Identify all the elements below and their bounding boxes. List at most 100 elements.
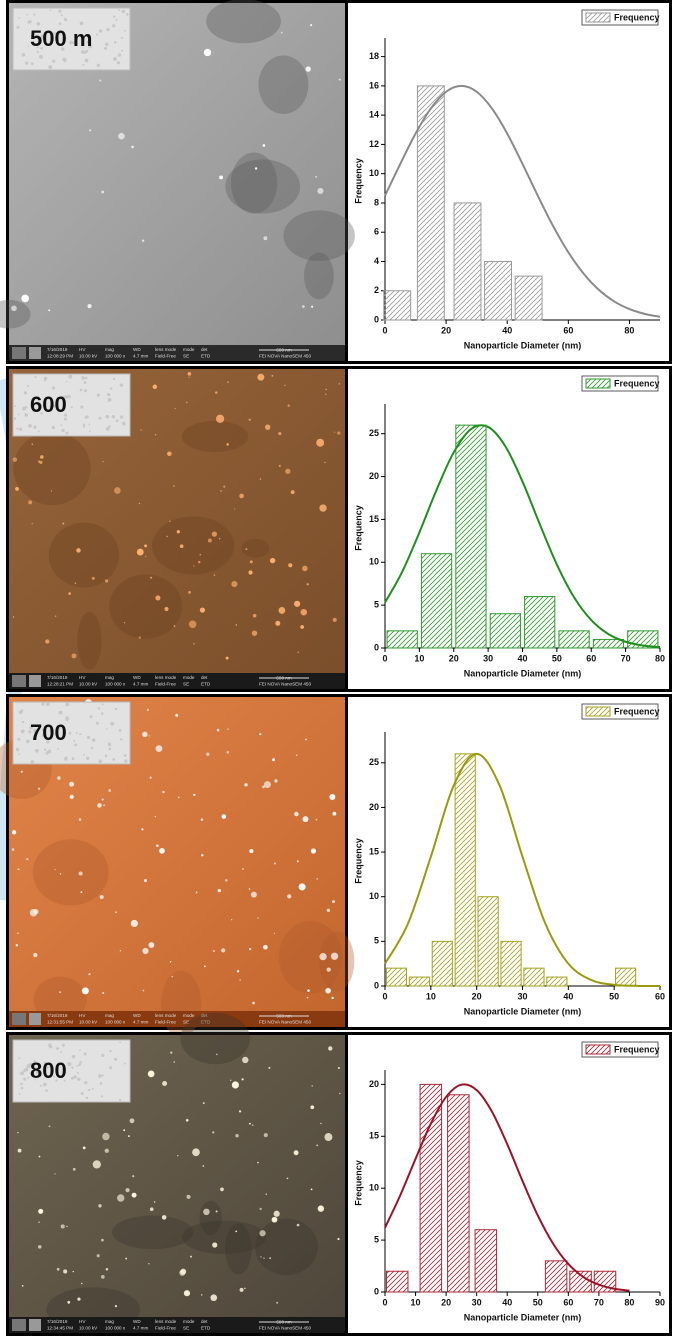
sem-shadow xyxy=(33,976,87,1023)
label-texture xyxy=(24,405,28,409)
sem-particle xyxy=(332,811,337,816)
label-texture xyxy=(63,413,67,417)
y-tick-label: 0 xyxy=(374,642,379,652)
sem-particle xyxy=(149,776,152,779)
sem-shadow xyxy=(112,1215,194,1250)
sem-particle xyxy=(57,776,61,780)
sem-particle xyxy=(123,622,126,624)
sem-particle xyxy=(141,239,145,242)
label-texture xyxy=(67,394,71,399)
sem-particle xyxy=(171,975,174,978)
sem-particle xyxy=(131,145,134,149)
sem-particle xyxy=(60,1224,65,1229)
label-texture xyxy=(28,424,32,428)
label-texture xyxy=(26,739,30,744)
info-text: 7/16/2019 xyxy=(47,347,68,352)
sem-particle xyxy=(129,1118,135,1124)
sem-shadow xyxy=(182,1220,267,1254)
sem-particle xyxy=(188,376,190,378)
fei-logo xyxy=(12,347,26,359)
label-texture xyxy=(48,65,53,70)
sem-particle xyxy=(193,643,195,645)
sem-particle xyxy=(300,608,308,616)
sem-particle xyxy=(338,1092,341,1095)
label-texture xyxy=(41,729,44,731)
label-texture xyxy=(18,16,21,19)
sem-particle xyxy=(38,460,41,463)
x-tick-label: 40 xyxy=(502,325,512,335)
sem-particle xyxy=(119,950,122,952)
label-texture xyxy=(70,406,73,409)
sem-particle xyxy=(252,1001,255,1005)
sem-particle xyxy=(141,828,144,831)
sem-particle xyxy=(115,911,117,914)
label-texture xyxy=(37,430,40,433)
label-texture xyxy=(71,1054,76,1059)
y-tick-label: 16 xyxy=(369,80,379,90)
legend-swatch xyxy=(585,1044,611,1055)
x-tick-label: 80 xyxy=(624,325,634,335)
sem-particle xyxy=(169,961,172,963)
sem-particle xyxy=(337,1237,340,1241)
label-texture xyxy=(52,32,56,36)
sem-particle xyxy=(220,490,222,492)
sem-shadow xyxy=(283,210,355,262)
sem-particle xyxy=(248,418,251,421)
info-text: mode xyxy=(183,347,195,352)
label-texture xyxy=(60,1051,63,1054)
sem-particle xyxy=(302,565,308,572)
label-texture xyxy=(58,9,62,13)
sem-particle xyxy=(78,871,83,876)
label-texture xyxy=(49,405,53,408)
sem-particle xyxy=(154,816,156,818)
sem-particle xyxy=(173,625,176,628)
bar xyxy=(408,976,430,987)
label-texture xyxy=(18,753,20,755)
info-text: HV xyxy=(79,347,86,352)
y-tick-label: 0 xyxy=(374,1286,379,1296)
label-texture xyxy=(98,416,102,420)
x-axis-label: Nanoparticle Diameter (nm) xyxy=(464,668,582,678)
sem-particle xyxy=(140,429,142,431)
y-tick-label: 25 xyxy=(369,428,379,438)
sem-particle xyxy=(77,1297,81,1301)
label-texture xyxy=(35,748,39,753)
label-texture xyxy=(27,45,30,48)
label-texture xyxy=(80,405,84,409)
sem-particle xyxy=(328,1046,333,1051)
label-texture xyxy=(68,1062,72,1066)
label-texture xyxy=(14,405,16,408)
sem-particle xyxy=(302,816,309,823)
sem-shadow xyxy=(109,574,183,639)
label-texture xyxy=(74,743,78,747)
sem-particle xyxy=(185,1118,189,1122)
label-texture xyxy=(45,1089,48,1092)
sem-particle xyxy=(190,1255,193,1258)
label-texture xyxy=(118,728,122,732)
legend-label: Frequency xyxy=(614,1044,660,1054)
y-tick-label: 18 xyxy=(369,51,379,61)
sem-particle xyxy=(56,1267,60,1271)
label-texture xyxy=(27,20,31,24)
bar xyxy=(546,976,568,987)
legend-label: Frequency xyxy=(614,12,660,22)
sem-particle xyxy=(316,438,325,447)
label-texture xyxy=(80,1092,84,1095)
sem-particle xyxy=(269,557,276,564)
label-texture xyxy=(126,13,129,16)
label-texture xyxy=(68,374,73,379)
sem-particle xyxy=(337,431,341,435)
sem-particle xyxy=(104,1148,109,1153)
sem-particle xyxy=(250,891,257,898)
info-text: 10.00 kV xyxy=(79,1326,98,1331)
label-texture xyxy=(64,395,68,399)
x-tick-label: 60 xyxy=(655,991,665,1001)
label-texture xyxy=(46,740,50,744)
sem-particle xyxy=(31,522,33,525)
label-texture xyxy=(41,702,45,706)
sem-particle xyxy=(146,708,150,711)
bar xyxy=(500,940,522,987)
label-texture xyxy=(106,27,110,32)
sem-particle xyxy=(96,1254,100,1258)
bar xyxy=(383,290,412,321)
